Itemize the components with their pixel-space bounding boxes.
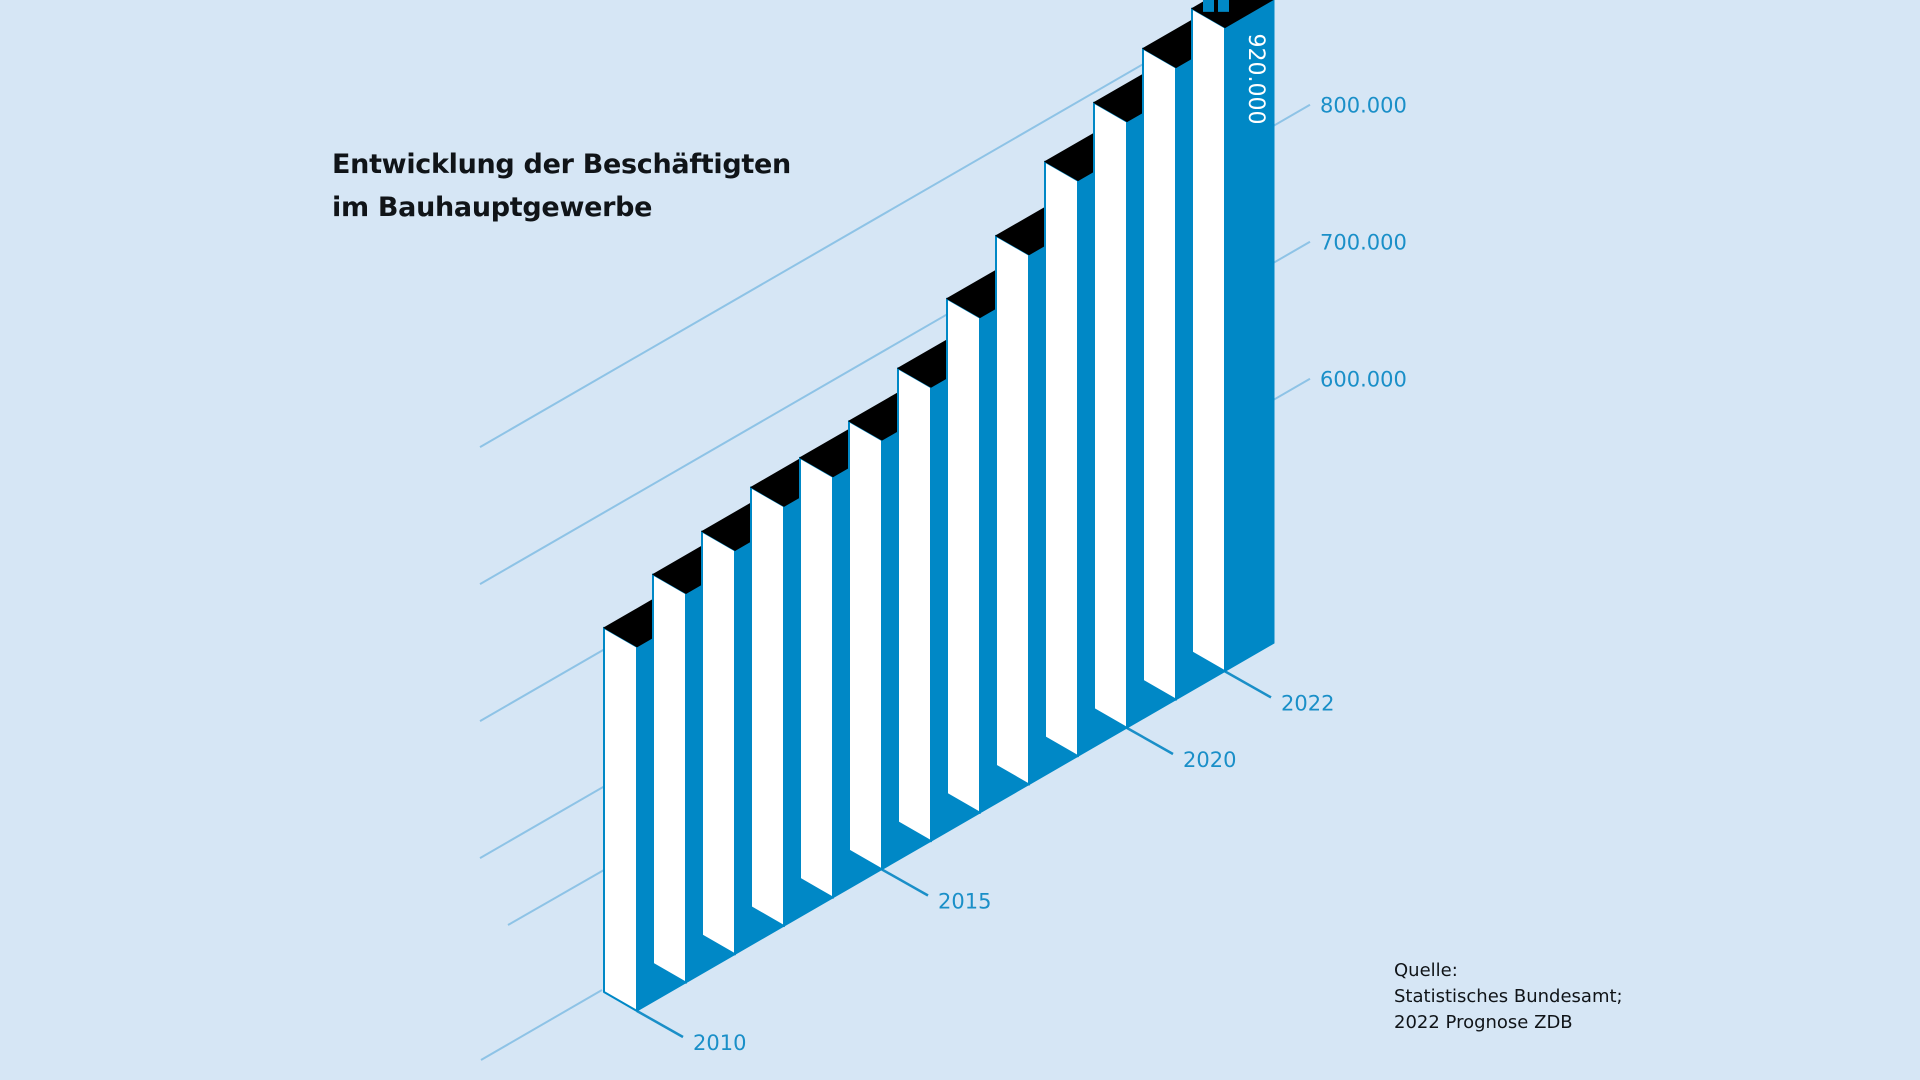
source-line-1: Quelle: (1394, 960, 1458, 981)
bars: 715.837734.128744.926756.432757.372763.4… (602, 0, 1275, 1012)
bar-side-2011 (652, 573, 687, 984)
bar-side-2016 (897, 367, 932, 843)
bar-side-2021 (1142, 47, 1177, 701)
bar-side-2014 (799, 456, 834, 899)
bar-side-2020 (1093, 101, 1128, 729)
x-tick-label-2020: 2020 (1183, 748, 1236, 772)
bar-side-2022 (1191, 7, 1226, 673)
x-tick-label-2010: 2010 (693, 1031, 746, 1055)
value-label-2022: 920.000 (1243, 34, 1268, 125)
bar-side-2013 (750, 486, 785, 928)
bar-2022: 920.000 (1190, 0, 1275, 673)
person-icon-left-leg (1203, 0, 1214, 12)
bar-side-2015 (848, 420, 883, 871)
x-tick-mark-2015 (881, 868, 929, 897)
x-axis-ticks: 2010 2015 2020 2022 (636, 670, 1334, 1055)
bar-side-2019 (1044, 160, 1079, 758)
y-tick-label-700-000: 700.000 (1320, 231, 1407, 255)
person-icon-right-leg (1218, 0, 1229, 12)
chart-title-line-2: im Bauhauptgewerbe (332, 192, 653, 223)
source-line-3: 2022 Prognose ZDB (1394, 1012, 1573, 1033)
y-tick-label-800-000: 800.000 (1320, 94, 1407, 118)
y-tick-label-600-000: 600.000 (1320, 368, 1407, 392)
bar-side-2010 (603, 626, 638, 1012)
x-tick-mark-2020 (1126, 726, 1174, 756)
x-tick-label-2015: 2015 (938, 890, 991, 914)
baseline-stroke-2 (507, 869, 605, 926)
source-line-2: Statistisches Bundesamt; (1394, 986, 1623, 1007)
x-tick-mark-2022 (1224, 670, 1272, 699)
x-tick-mark-2010 (636, 1009, 684, 1039)
person-icon (1203, 0, 1229, 12)
source-note: Quelle: Statistisches Bundesamt; 2022 Pr… (1394, 958, 1623, 1036)
x-tick-label-2022: 2022 (1281, 691, 1334, 715)
chart-title-line-1: Entwicklung der Beschäftigten (332, 149, 791, 180)
chart-title: Entwicklung der Beschäftigten im Bauhaup… (332, 143, 791, 229)
bar-side-2012 (701, 530, 736, 956)
baseline-stroke-1 (480, 989, 603, 1061)
bar-side-2017 (946, 297, 981, 814)
bar-side-2018 (995, 234, 1030, 786)
